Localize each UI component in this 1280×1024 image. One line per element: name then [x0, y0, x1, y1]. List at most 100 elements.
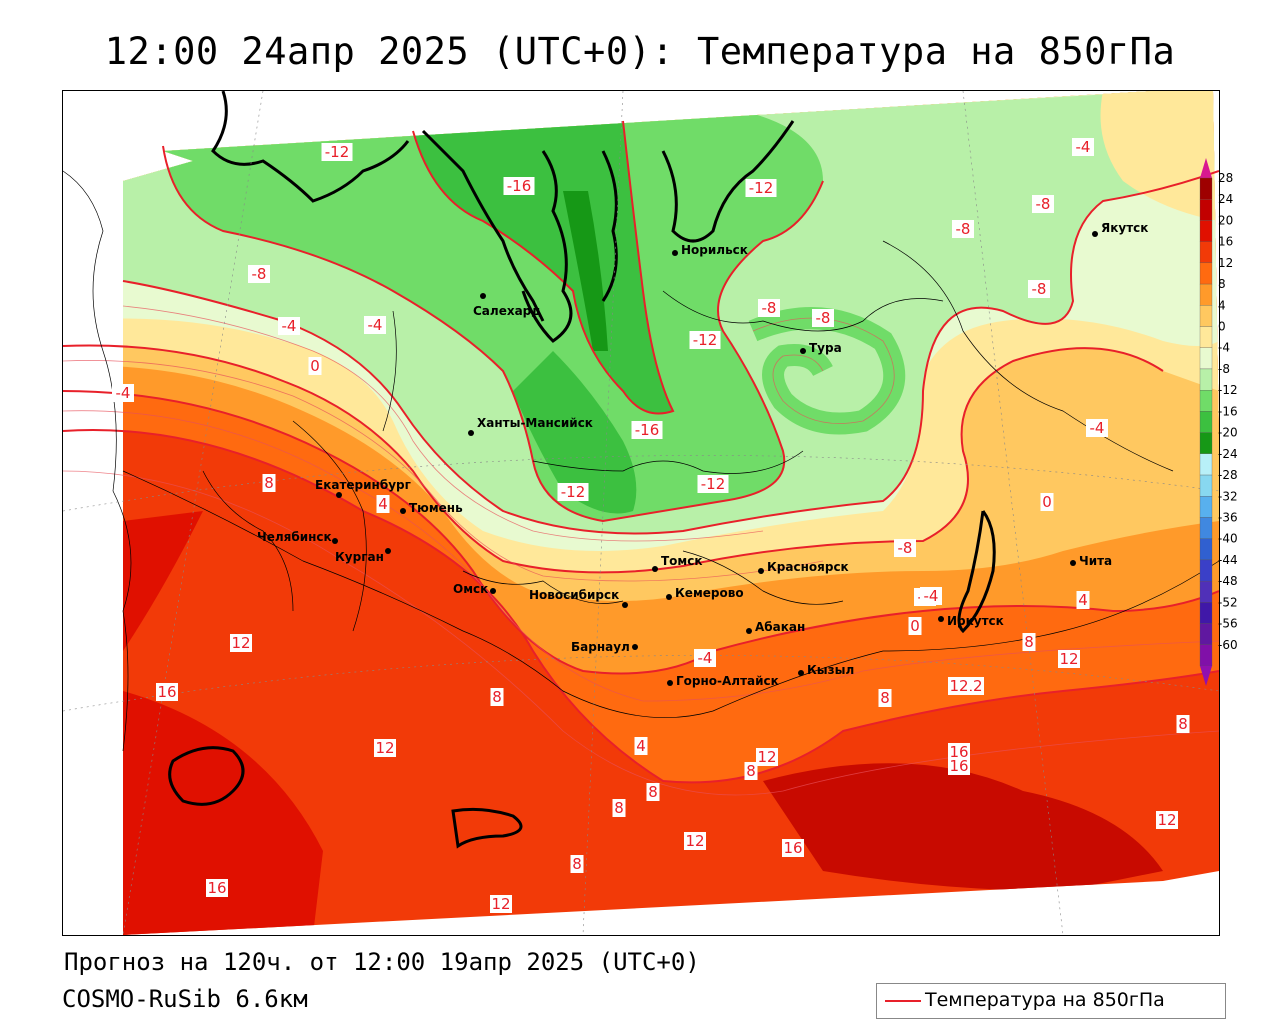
isotherm-label: -12 — [557, 483, 589, 501]
svg-text:12: 12 — [1157, 811, 1176, 829]
city-kurgan: Курган — [335, 548, 391, 564]
colorbar-tick-label: 12 — [1218, 256, 1233, 270]
colorbar-swatch — [1199, 347, 1213, 370]
city-tura: Тура — [800, 341, 842, 355]
svg-text:0: 0 — [910, 617, 920, 635]
colorbar-tick-label: -28 — [1218, 468, 1238, 482]
svg-text:-4: -4 — [1090, 419, 1105, 437]
colorbar-swatch — [1199, 326, 1213, 348]
isotherm-label: -8 — [1028, 280, 1050, 298]
city-abakan: Абакан — [746, 620, 805, 634]
svg-text:0: 0 — [310, 357, 320, 375]
svg-text:8: 8 — [492, 688, 502, 706]
legend-line-swatch — [885, 1000, 921, 1002]
svg-text:Ханты-Мансийск: Ханты-Мансийск — [477, 416, 593, 430]
svg-text:Горно-Алтайск: Горно-Алтайск — [676, 674, 779, 688]
city-barnaul: Барнаул — [571, 640, 638, 654]
colorbar-swatch — [1199, 241, 1213, 264]
map-panel[interactable]: Салехард Норильск Якутск Тура Ханты-Манс… — [62, 90, 1220, 936]
colorbar-swatch — [1199, 474, 1213, 497]
colorbar-tick-label: -32 — [1218, 489, 1238, 503]
isotherm-label: 16 — [948, 757, 970, 775]
svg-text:16: 16 — [207, 879, 226, 897]
isotherm-label: 12 — [230, 634, 252, 652]
svg-text:Кызыл: Кызыл — [807, 663, 854, 677]
isotherm-label: 12 — [756, 748, 778, 766]
svg-text:0: 0 — [1042, 493, 1052, 511]
city-yekaterinburg: Екатеринбург — [315, 478, 411, 498]
isotherm-label: 8 — [1022, 633, 1036, 651]
svg-text:4: 4 — [1078, 591, 1088, 609]
colorbar-swatch — [1199, 432, 1213, 454]
temperature-colorbar: 28 24 20 16 12 8 4 0 -4 -8 -12 -16 -20 -24 -28 -32 -36 -4… — [1199, 158, 1238, 686]
colorbar-tick-label: -4 — [1218, 341, 1230, 355]
svg-text:12: 12 — [685, 832, 704, 850]
svg-text:-8: -8 — [816, 309, 831, 327]
svg-text:8: 8 — [648, 783, 658, 801]
model-name: COSMO-RuSib 6.6км — [62, 985, 308, 1013]
colorbar-swatch — [1199, 538, 1213, 561]
isotherm-label: -4 — [364, 316, 386, 334]
colorbar-swatch — [1199, 411, 1213, 433]
svg-text:-8: -8 — [762, 299, 777, 317]
colorbar-top-arrow — [1200, 158, 1212, 178]
city-kemerovo: Кемерово — [666, 586, 744, 600]
svg-text:Омск: Омск — [453, 582, 488, 596]
svg-text:12: 12 — [231, 634, 250, 652]
colorbar-tick-label: -24 — [1218, 447, 1238, 461]
isotherm-label: -8 — [894, 539, 916, 557]
svg-text:-4: -4 — [282, 317, 297, 335]
city-salekhard: Салехард — [473, 293, 541, 318]
isotherm-label: -12 — [745, 179, 777, 197]
colorbar-swatch — [1199, 517, 1213, 539]
svg-text:-12: -12 — [693, 331, 718, 349]
svg-text:8: 8 — [880, 689, 890, 707]
coastlines — [168, 91, 996, 849]
colorbar-swatch — [1199, 580, 1213, 603]
colorbar-tick-label: -60 — [1218, 638, 1238, 652]
colorbar-tick-label: -16 — [1218, 404, 1238, 418]
svg-text:Якутск: Якутск — [1101, 221, 1148, 235]
svg-text:4: 4 — [636, 737, 646, 755]
isotherm-label: 4 — [376, 495, 390, 513]
isotherm-label: 12 — [1058, 650, 1080, 668]
svg-text:Чита: Чита — [1079, 554, 1112, 568]
svg-text:Иркутск: Иркутск — [947, 614, 1004, 628]
temperature-map[interactable]: Салехард Норильск Якутск Тура Ханты-Манс… — [63, 91, 1219, 935]
svg-text:-12: -12 — [325, 143, 350, 161]
svg-text:16: 16 — [783, 839, 802, 857]
svg-text:Томск: Томск — [661, 554, 703, 568]
page-title: 12:00 24апр 2025 (UTC+0): Температура на… — [104, 30, 1176, 73]
isotherm-label: -12 — [321, 143, 353, 161]
isotherm-label: -8 — [812, 309, 834, 327]
city-khanty-mansiysk: Ханты-Мансийск — [468, 416, 593, 436]
colorbar-tick-label: -8 — [1218, 362, 1230, 376]
isotherm-label: 8 — [646, 783, 660, 801]
legend-label: Температура на 850гПа — [925, 989, 1165, 1011]
isotherm-label: -8 — [952, 220, 974, 238]
colorbar-tick-label: -56 — [1218, 617, 1238, 631]
isotherm-label: 0 — [308, 357, 322, 375]
svg-text:Новосибирск: Новосибирск — [529, 588, 619, 602]
isotherm-label: 4 — [1076, 591, 1090, 609]
svg-text:-12: -12 — [561, 483, 586, 501]
svg-text:12: 12 — [757, 748, 776, 766]
city-chita: Чита — [1070, 554, 1112, 568]
geo-grid — [63, 91, 1219, 935]
svg-text:16: 16 — [949, 743, 968, 761]
isotherm-label: -16 — [631, 421, 663, 439]
isotherm-label: 8 — [1176, 715, 1190, 733]
svg-text:-4: -4 — [698, 649, 713, 667]
colorbar-bottom-arrow — [1200, 666, 1212, 686]
colorbar-tick-label: -20 — [1218, 426, 1238, 440]
admin-borders — [63, 170, 1219, 752]
colorbar-swatch — [1199, 390, 1213, 412]
forecast-info: Прогноз на 120ч. от 12:00 19апр 2025 (UT… — [64, 948, 700, 976]
svg-text:-8: -8 — [1032, 280, 1047, 298]
svg-text:16: 16 — [157, 683, 176, 701]
isotherm-label: 12 — [1156, 811, 1178, 829]
colorbar-tick-label: 0 — [1218, 320, 1226, 334]
colorbar-tick-label: -36 — [1218, 510, 1238, 524]
isotherm-label: -4 — [278, 317, 300, 335]
colorbar-tick-label: -44 — [1218, 553, 1238, 567]
